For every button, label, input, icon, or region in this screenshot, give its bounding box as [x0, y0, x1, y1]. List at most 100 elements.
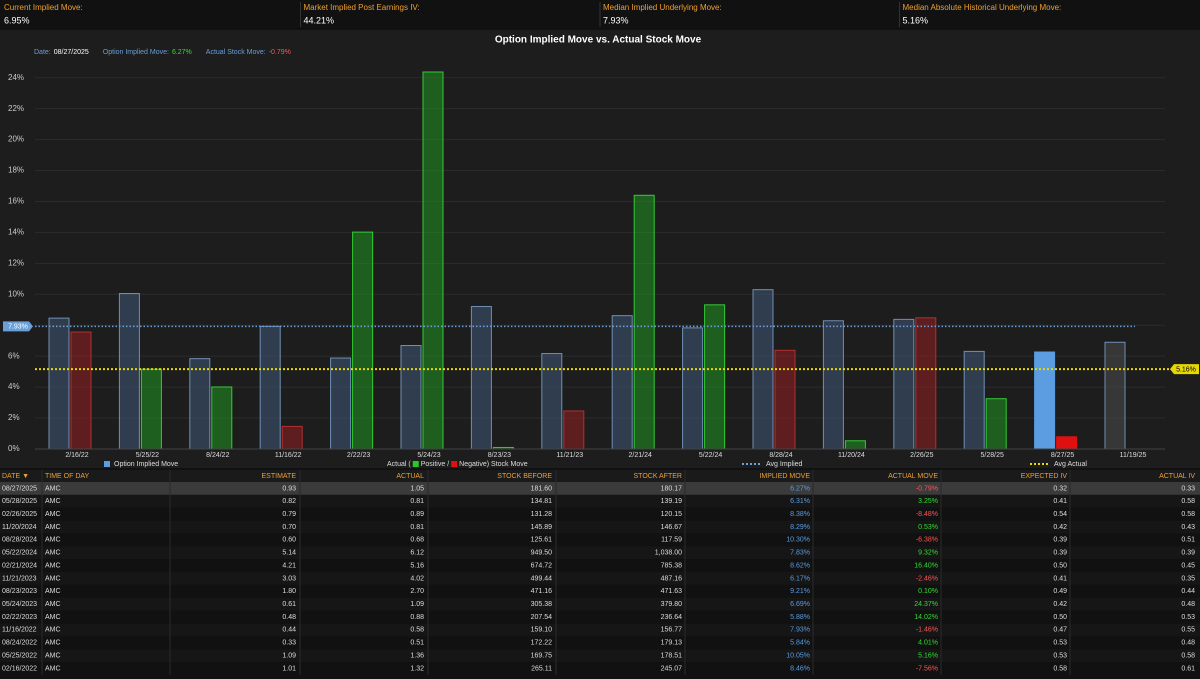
table-cell: 6.27% — [790, 485, 810, 492]
table-row[interactable] — [0, 559, 1200, 573]
table-row[interactable] — [0, 623, 1200, 637]
table-row[interactable] — [0, 636, 1200, 650]
table-cell: 379.80 — [661, 601, 683, 608]
table-cell: 180.17 — [661, 485, 683, 492]
table-cell: 5.88% — [790, 614, 810, 621]
info-label: Option Implied Move: — [103, 49, 169, 56]
table-cell: -1.46% — [916, 627, 938, 634]
table-cell: 499.44 — [531, 575, 553, 582]
x-tick-label: 2/21/24 — [629, 452, 652, 459]
table-cell: 0.61 — [282, 601, 296, 608]
table-cell: 5.16% — [918, 652, 938, 659]
table-cell: 8.46% — [790, 665, 810, 672]
column-header[interactable]: DATE ▼ — [2, 473, 29, 480]
y-tick-label: 18% — [8, 166, 24, 175]
table-cell: 0.58 — [1181, 498, 1195, 505]
table-cell: 9.32% — [918, 550, 938, 557]
x-tick-label: 2/22/23 — [347, 452, 370, 459]
table-cell: 0.43 — [1181, 524, 1195, 531]
table-row[interactable] — [0, 584, 1200, 598]
table-cell: 0.81 — [410, 524, 424, 531]
table-cell: 02/26/2025 — [2, 511, 37, 518]
table-cell: -6.38% — [916, 537, 938, 544]
table-cell: 0.61 — [1181, 665, 1195, 672]
y-tick-label: 16% — [8, 197, 24, 206]
table-cell: 5.84% — [790, 640, 810, 647]
table-row[interactable] — [0, 520, 1200, 534]
implied-bar — [611, 315, 633, 450]
table-cell: -0.79% — [916, 485, 938, 492]
table-cell: AMC — [45, 614, 61, 621]
x-tick-label: 11/19/25 — [1120, 452, 1147, 459]
table-cell: 1.01 — [282, 665, 296, 672]
table-cell: 0.35 — [1181, 575, 1195, 582]
actual-bar — [774, 349, 796, 450]
table-row[interactable] — [0, 610, 1200, 624]
table-cell: 0.10% — [918, 588, 938, 595]
stat-value: 5.16% — [903, 15, 929, 25]
stat-label: Current Implied Move: — [4, 3, 83, 12]
table-cell: 0.53 — [1181, 614, 1195, 621]
table-cell: 4.21 — [282, 562, 296, 569]
table-cell: 8.62% — [790, 562, 810, 569]
table-cell: 178.51 — [661, 652, 683, 659]
table-cell: 05/25/2022 — [2, 652, 37, 659]
table-row[interactable] — [0, 546, 1200, 560]
table-row[interactable] — [0, 572, 1200, 585]
table-row[interactable] — [0, 597, 1200, 611]
table-cell: 0.53 — [1053, 640, 1067, 647]
info-value: 6.27% — [172, 49, 192, 56]
table-row[interactable] — [0, 494, 1200, 508]
reference-tag — [3, 321, 33, 332]
table-cell: 5.14 — [282, 550, 296, 557]
table-cell: 949.50 — [531, 550, 553, 557]
column-header: ESTIMATE — [262, 473, 297, 480]
table-cell: 8.29% — [790, 524, 810, 531]
legend-swatch — [451, 461, 458, 467]
implied-bar — [259, 325, 281, 450]
table-cell: 120.15 — [661, 511, 683, 518]
actual-bar — [352, 231, 374, 450]
table-cell: 785.38 — [661, 562, 683, 569]
table-cell: 9.21% — [790, 588, 810, 595]
table-cell: 245.07 — [661, 665, 683, 672]
x-tick-label: 5/24/23 — [417, 452, 440, 459]
actual-bar — [211, 386, 233, 450]
implied-bar — [48, 317, 70, 450]
table-row[interactable] — [0, 649, 1200, 663]
table-cell: 2.70 — [410, 588, 424, 595]
table-cell: 08/27/2025 — [2, 485, 37, 492]
info-value: -0.79% — [269, 49, 291, 56]
implied-bar — [470, 306, 492, 450]
table-cell: AMC — [45, 640, 61, 647]
table-cell: 05/24/2023 — [2, 601, 37, 608]
x-tick-label: 11/21/23 — [556, 452, 583, 459]
table-row[interactable] — [0, 662, 1200, 675]
table-row[interactable] — [0, 507, 1200, 521]
table-cell: AMC — [45, 627, 61, 634]
table-cell: 16.40% — [914, 562, 938, 569]
actual-bar — [140, 368, 162, 450]
table-cell: 0.48 — [1181, 601, 1195, 608]
info-label: Actual Stock Move: — [206, 49, 266, 56]
actual-bar — [422, 71, 444, 450]
legend-label: Avg Actual — [1054, 461, 1087, 468]
stat-label: Median Absolute Historical Underlying Mo… — [903, 3, 1062, 12]
table-cell: AMC — [45, 652, 61, 659]
implied-bar — [822, 320, 844, 450]
table-cell: 0.89 — [410, 511, 424, 518]
table-cell: 10.30% — [786, 537, 810, 544]
actual-bar — [70, 331, 92, 450]
table-cell: 0.82 — [282, 498, 296, 505]
legend-label: Option Implied Move — [114, 461, 178, 468]
table-cell: 0.70 — [282, 524, 296, 531]
y-tick-label: 22% — [8, 104, 24, 113]
legend-swatch — [104, 461, 110, 467]
reference-tag — [1170, 364, 1199, 375]
x-tick-label: 8/28/24 — [769, 452, 792, 459]
table-cell: 4.01% — [918, 640, 938, 647]
table-row[interactable] — [0, 533, 1200, 547]
table-row[interactable] — [0, 482, 1200, 495]
table-cell: 0.53 — [1053, 652, 1067, 659]
y-tick-label: 10% — [8, 289, 24, 298]
